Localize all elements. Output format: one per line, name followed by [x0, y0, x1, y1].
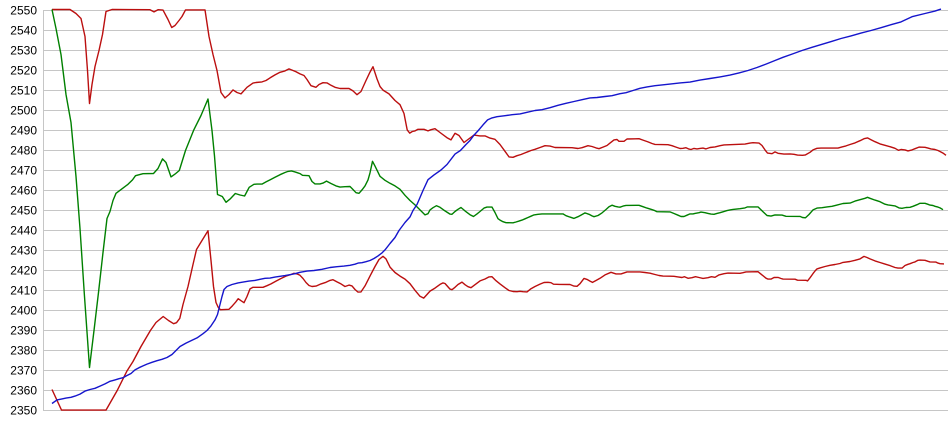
svg-text:2470: 2470	[10, 164, 37, 178]
svg-text:2410: 2410	[10, 284, 37, 298]
svg-text:2530: 2530	[10, 44, 37, 58]
svg-text:2510: 2510	[10, 84, 37, 98]
svg-text:2460: 2460	[10, 184, 37, 198]
svg-text:2390: 2390	[10, 324, 37, 338]
svg-text:2350: 2350	[10, 404, 37, 418]
svg-text:2440: 2440	[10, 224, 37, 238]
svg-text:2520: 2520	[10, 64, 37, 78]
svg-text:2380: 2380	[10, 344, 37, 358]
svg-text:2500: 2500	[10, 104, 37, 118]
svg-text:2450: 2450	[10, 204, 37, 218]
svg-text:2400: 2400	[10, 304, 37, 318]
svg-text:2550: 2550	[10, 4, 37, 18]
svg-text:2430: 2430	[10, 244, 37, 258]
svg-text:2370: 2370	[10, 364, 37, 378]
svg-text:2420: 2420	[10, 264, 37, 278]
svg-text:2360: 2360	[10, 384, 37, 398]
svg-text:2490: 2490	[10, 124, 37, 138]
svg-text:2480: 2480	[10, 144, 37, 158]
svg-text:2540: 2540	[10, 24, 37, 38]
